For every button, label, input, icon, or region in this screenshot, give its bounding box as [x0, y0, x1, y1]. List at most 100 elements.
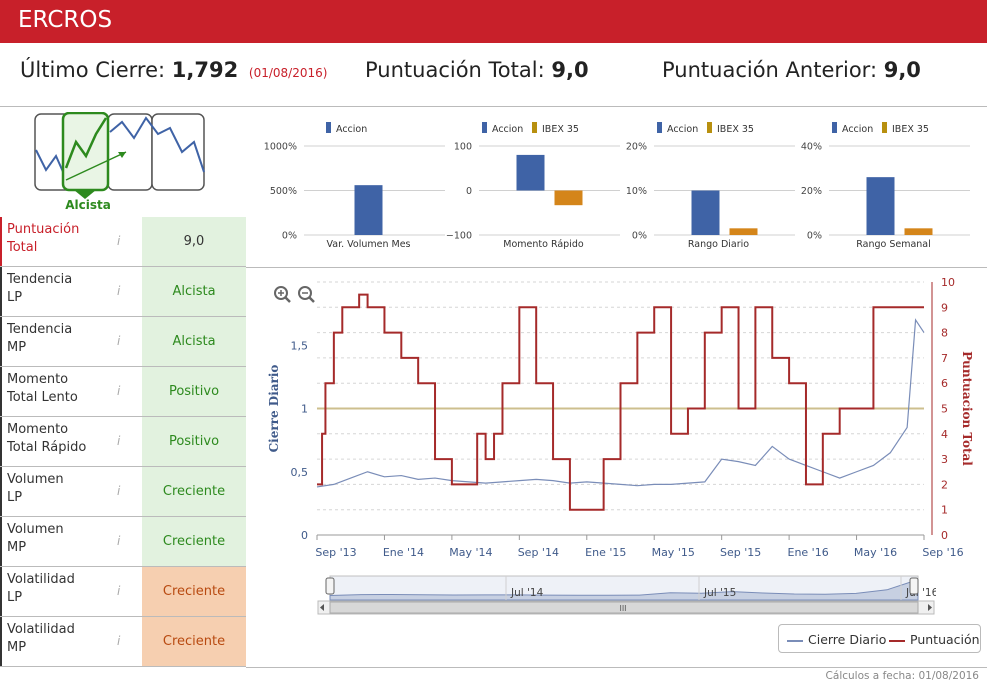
y-axis-title: Cierre Diario	[267, 365, 281, 453]
divider	[0, 106, 987, 107]
legend-swatch	[707, 122, 712, 133]
info-icon[interactable]: i	[117, 434, 121, 448]
legend-swatch	[657, 122, 662, 133]
y-tick-label: 0	[301, 529, 308, 542]
y-tick-label: 20%	[626, 142, 647, 153]
puntuacion-total-label: Puntuación Total:	[365, 58, 545, 82]
y-tick-label: 20%	[801, 186, 822, 197]
legend-item-puntuacion[interactable]: Puntuación	[889, 632, 980, 647]
legend-label: Accion	[667, 124, 698, 135]
trend-icon	[34, 112, 205, 199]
indicator-label: Tendencia LP	[0, 267, 142, 316]
y2-tick-label: 7	[941, 352, 948, 365]
x-axis-label: Var. Volumen Mes	[326, 239, 410, 250]
info-icon[interactable]: i	[117, 234, 121, 248]
indicator-value: Positivo	[142, 367, 246, 416]
indicator-row: Tendencia LP i Alcista	[0, 267, 246, 317]
x-axis-label: Rango Semanal	[856, 239, 931, 250]
ultimo-cierre-label: Último Cierre:	[20, 58, 166, 82]
legend-label: IBEX 35	[542, 124, 579, 135]
y-tick-label: 500%	[270, 186, 297, 197]
legend-swatch	[532, 122, 537, 133]
legend-swatch	[787, 639, 803, 642]
mini-chart-momento: Accion IBEX 35 −100 0 100 Momento Rápido	[446, 122, 620, 250]
y2-tick-label: 4	[941, 428, 948, 441]
indicator-value: Alcista	[142, 317, 246, 366]
indicator-label: Puntuación Total	[0, 217, 142, 266]
legend-label: IBEX 35	[717, 124, 754, 135]
legend-swatch	[482, 122, 487, 133]
puntuacion-total-value: 9,0	[551, 58, 589, 82]
puntuacion-anterior-label: Puntuación Anterior:	[662, 58, 878, 82]
indicator-label: Momento Total Lento	[0, 367, 142, 416]
y-tick-label: 100	[454, 142, 472, 153]
company-title: ERCROS	[18, 7, 113, 33]
navigator-series	[329, 578, 919, 601]
y2-tick-label: 6	[941, 377, 948, 390]
indicator-label: Volumen MP	[0, 517, 142, 566]
y-tick-label: 0%	[282, 231, 297, 242]
x-tick-label: Sep '14	[518, 546, 559, 559]
indicator-row: Tendencia MP i Alcista	[0, 317, 246, 367]
main-chart[interactable]: 0 1 2 3 4 5 6 7 8 9 10 0 0,5 1 1,5 Cierre Diario Puntuac…	[262, 272, 982, 624]
scroll-left-icon	[320, 604, 324, 611]
indicator-row: Volumen MP i Creciente	[0, 517, 246, 567]
legend-label: Accion	[842, 124, 873, 135]
indicator-label: Tendencia MP	[0, 317, 142, 366]
indicator-label: Volumen LP	[0, 467, 142, 516]
puntuacion-total: Puntuación Total: 9,0	[365, 58, 589, 82]
puntuacion-anterior: Puntuación Anterior: 9,0	[662, 58, 921, 82]
divider	[246, 267, 987, 268]
zoom-out-icon[interactable]	[298, 286, 315, 303]
x-tick-label: May '16	[854, 546, 897, 559]
indicator-row: Volatilidad LP i Creciente	[0, 567, 246, 617]
x-tick-label: Ene '15	[585, 546, 626, 559]
x-tick-label: May '14	[449, 546, 492, 559]
mini-chart-rango-diario: Accion IBEX 35 0% 10% 20% Rango Diario	[626, 122, 795, 250]
zoom-out-icon	[298, 286, 312, 300]
y-tick-label: 0%	[632, 231, 647, 242]
legend-label: Accion	[492, 124, 523, 135]
x-tick-label: Sep '13	[315, 546, 356, 559]
navigator-handle-left[interactable]	[325, 577, 335, 595]
indicator-value: Alcista	[142, 267, 246, 316]
navigator-handle-right[interactable]	[909, 577, 919, 595]
y-tick-label: 40%	[801, 142, 822, 153]
zoom-in-icon	[274, 286, 288, 300]
y-tick-label: 1,5	[291, 339, 309, 352]
mini-chart-volumen: Accion 0% 500% 1000% Var. Volumen Mes	[264, 122, 445, 250]
info-icon[interactable]: i	[117, 484, 121, 498]
indicator-row: Volumen LP i Creciente	[0, 467, 246, 517]
y2-tick-label: 3	[941, 453, 948, 466]
x-tick-label: Sep '15	[720, 546, 761, 559]
navigator-label: Jul '15	[703, 587, 736, 599]
ultimo-cierre-value: 1,792	[171, 58, 239, 82]
legend-swatch	[882, 122, 887, 133]
indicator-row: Momento Total Rápido i Positivo	[0, 417, 246, 467]
bar-accion	[866, 177, 895, 235]
indicator-value: Creciente	[142, 567, 246, 616]
info-icon[interactable]: i	[117, 384, 121, 398]
info-icon[interactable]: i	[117, 284, 121, 298]
puntuacion-anterior-value: 9,0	[883, 58, 921, 82]
y2-tick-label: 2	[941, 478, 948, 491]
info-icon[interactable]: i	[117, 534, 121, 548]
legend-label: Puntuación	[910, 632, 980, 647]
bar-accion	[516, 154, 545, 191]
y-tick-label: 0%	[807, 231, 822, 242]
indicator-value: 9,0	[142, 217, 246, 266]
bar-accion	[354, 185, 383, 235]
indicator-value: Creciente	[142, 517, 246, 566]
bar-ibex-35	[554, 190, 583, 206]
info-icon[interactable]: i	[117, 584, 121, 598]
legend-item-cierre[interactable]: Cierre Diario	[787, 632, 886, 647]
bar-ibex-35	[904, 228, 933, 235]
zoom-out-icon	[308, 296, 315, 303]
zoom-in-icon[interactable]	[274, 286, 291, 303]
y-tick-label: −100	[446, 231, 472, 242]
x-tick-label: Ene '14	[383, 546, 424, 559]
info-icon[interactable]: i	[117, 334, 121, 348]
mini-chart-rango-semanal: Accion IBEX 35 0% 20% 40% Rango Semanal	[801, 122, 970, 250]
info-icon[interactable]: i	[117, 634, 121, 648]
